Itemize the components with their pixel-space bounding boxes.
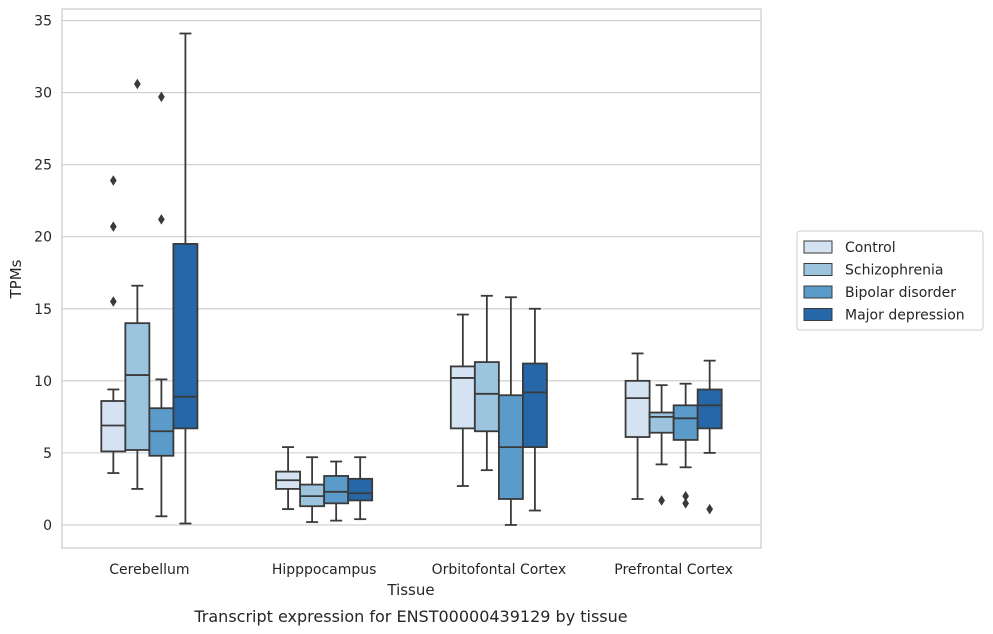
box-2-2 bbox=[497, 296, 524, 526]
y-tick-label: 10 bbox=[34, 374, 52, 390]
outlier-point bbox=[109, 175, 117, 186]
box-0-1 bbox=[124, 78, 151, 490]
outlier-point bbox=[658, 495, 665, 506]
legend-swatch bbox=[803, 308, 833, 321]
box-2-1 bbox=[473, 294, 500, 472]
outlier-point bbox=[706, 503, 714, 515]
chart-caption: Transcript expression for ENST0000043912… bbox=[193, 607, 627, 626]
box-iqr bbox=[648, 411, 675, 434]
box-iqr bbox=[473, 361, 500, 433]
outlier-point bbox=[682, 490, 689, 502]
x-axis-label: Tissue bbox=[386, 581, 434, 599]
x-tick-label: Hipppocampus bbox=[272, 562, 377, 578]
box-iqr bbox=[124, 322, 151, 451]
y-tick-label: 15 bbox=[34, 302, 52, 318]
box-2-3 bbox=[522, 307, 548, 512]
outlier-point bbox=[682, 498, 689, 509]
legend-label: Bipolar disorder bbox=[845, 285, 956, 301]
y-axis-label: TPMs bbox=[7, 259, 25, 299]
box-groups bbox=[100, 32, 723, 526]
box-0-3 bbox=[172, 32, 199, 525]
box-iqr bbox=[347, 477, 374, 502]
legend-swatch bbox=[803, 240, 833, 254]
box-iqr bbox=[172, 243, 199, 430]
box-iqr bbox=[323, 475, 350, 505]
x-tick-label: Prefrontal Cortex bbox=[614, 562, 733, 578]
y-tick-label: 35 bbox=[34, 14, 52, 30]
y-tick-label: 5 bbox=[43, 446, 52, 462]
x-tick-label: Orbitofontal Cortex bbox=[432, 562, 567, 578]
legend-label: Control bbox=[845, 240, 896, 256]
box-iqr bbox=[696, 388, 723, 430]
box-3-2 bbox=[672, 382, 699, 509]
box-0-2 bbox=[148, 91, 175, 518]
box-iqr bbox=[624, 379, 651, 438]
outlier-point bbox=[158, 214, 165, 225]
box-3-3 bbox=[696, 359, 723, 515]
legend-label: Major depression bbox=[845, 308, 965, 324]
y-axis-ticks: 0 5 10 15 20 25 30 35 bbox=[34, 14, 52, 534]
legend: Control Schizophrenia Bipolar disorder Majo… bbox=[796, 230, 984, 331]
legend-swatch bbox=[803, 263, 833, 276]
box-1-3 bbox=[347, 456, 374, 521]
outlier-point bbox=[109, 296, 117, 307]
outlier-point bbox=[158, 91, 165, 103]
outlier-point bbox=[109, 221, 117, 232]
plot-border bbox=[61, 8, 762, 549]
box-iqr bbox=[672, 404, 699, 441]
box-1-0 bbox=[275, 446, 301, 510]
plot-area bbox=[62, 9, 761, 548]
y-tick-label: 25 bbox=[34, 158, 52, 174]
y-tick-label: 20 bbox=[34, 230, 52, 246]
y-tick-label: 30 bbox=[34, 86, 52, 102]
legend-label: Schizophrenia bbox=[845, 263, 943, 279]
x-axis-ticks: Cerebellum Hipppocampus Orbitofontal Corte… bbox=[109, 562, 733, 578]
box-3-0 bbox=[624, 352, 651, 500]
plot-background bbox=[62, 9, 761, 548]
box-iqr bbox=[449, 365, 476, 430]
box-iqr bbox=[522, 362, 548, 449]
x-tick-label: Cerebellum bbox=[109, 562, 189, 578]
outlier-point bbox=[134, 78, 141, 90]
box-0-0 bbox=[100, 175, 127, 474]
legend-frame bbox=[796, 230, 984, 331]
y-tick-label: 0 bbox=[43, 518, 52, 534]
legend-swatch bbox=[803, 285, 833, 299]
